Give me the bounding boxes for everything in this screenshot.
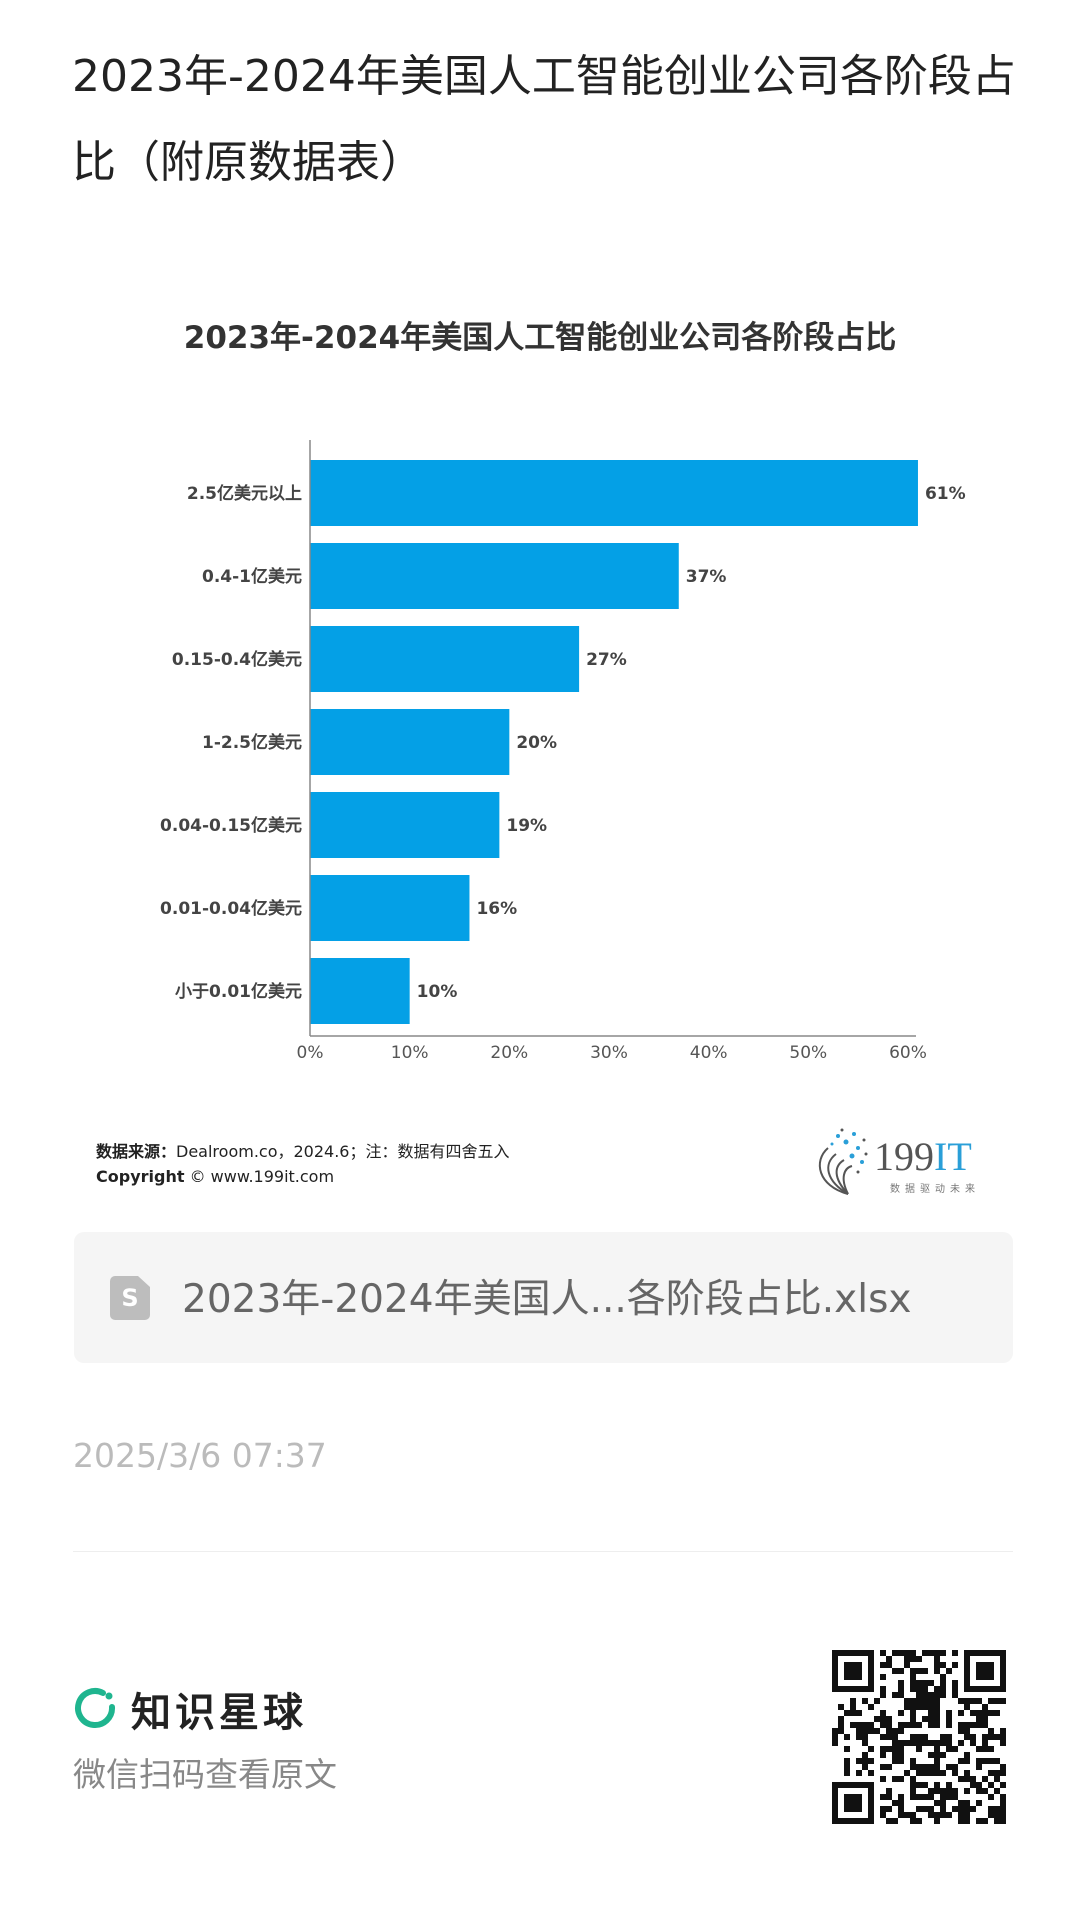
zsxq-logo-icon [75, 1688, 116, 1728]
category-label: 0.15-0.4亿美元 [172, 649, 302, 670]
scan-instruction: 微信扫码查看原文 [73, 1755, 337, 1794]
bar [310, 460, 918, 526]
category-label: 0.01-0.04亿美元 [160, 898, 302, 919]
category-label: 小于0.01亿美元 [175, 981, 302, 1002]
bar [310, 792, 500, 858]
x-tick-label: 30% [590, 1043, 628, 1063]
logo-slogan: 数据驱动未来 [890, 1182, 980, 1195]
category-label: 0.4-1亿美元 [202, 566, 302, 587]
value-label: 61% [925, 484, 966, 504]
x-tick-label: 10% [391, 1043, 429, 1063]
value-label: 37% [686, 567, 727, 587]
value-label: 19% [506, 816, 547, 836]
source-label: 数据来源： [96, 1142, 177, 1161]
x-tick-label: 60% [889, 1043, 927, 1063]
bar [310, 626, 580, 692]
category-label: 1-2.5亿美元 [202, 732, 302, 753]
divider [73, 1551, 1013, 1552]
brand-name: 知识星球 [131, 1690, 307, 1736]
value-label: 10% [417, 982, 458, 1002]
copyright-label: Copyright [96, 1167, 185, 1186]
file-name: 2023年-2024年美国人...各阶段占比.xlsx [182, 1277, 912, 1322]
source-text: Dealroom.co，2024.6；注：数据有四舍五入 [176, 1142, 510, 1161]
bar [310, 543, 679, 609]
qr-code[interactable] [832, 1650, 1006, 1824]
x-tick-label: 50% [789, 1043, 827, 1063]
bar [310, 709, 510, 775]
x-tick-label: 0% [297, 1043, 324, 1063]
value-label: 20% [516, 733, 557, 753]
199it-logo: 199IT 数据驱动未来 [818, 1128, 980, 1195]
category-label: 2.5亿美元以上 [187, 483, 302, 504]
file-attachment-card[interactable]: S 2023年-2024年美国人...各阶段占比.xlsx [74, 1232, 1013, 1363]
bar [310, 875, 470, 941]
zsxq-brand: 知识星球 [73, 1680, 307, 1738]
copyright-line: Copyright © www.199it.com [96, 1167, 334, 1186]
bar [310, 958, 410, 1024]
post-date: 2025/3/6 07:37 [73, 1436, 327, 1475]
logo-text: 199IT [874, 1134, 972, 1179]
value-label: 27% [586, 650, 627, 670]
value-label: 16% [476, 899, 517, 919]
x-tick-label: 40% [690, 1043, 728, 1063]
copyright-text: © www.199it.com [189, 1167, 335, 1186]
spreadsheet-icon: S [110, 1276, 150, 1320]
source-line: 数据来源：Dealroom.co，2024.6；注：数据有四舍五入 [96, 1138, 509, 1162]
bar-chart: 2.5亿美元以上 61% 0.4-1亿美元 37% 0.15-0.4亿美元 27% 1-2.… [160, 440, 966, 1063]
chart-title: 2023年-2024年美国人工智能创业公司各阶段占比 [183, 320, 897, 356]
page-title: 2023年-2024年美国人工智能创业公司各阶段占比（附原数据表） [72, 51, 1016, 188]
category-label: 0.04-0.15亿美元 [160, 815, 302, 836]
x-tick-label: 20% [490, 1043, 528, 1063]
